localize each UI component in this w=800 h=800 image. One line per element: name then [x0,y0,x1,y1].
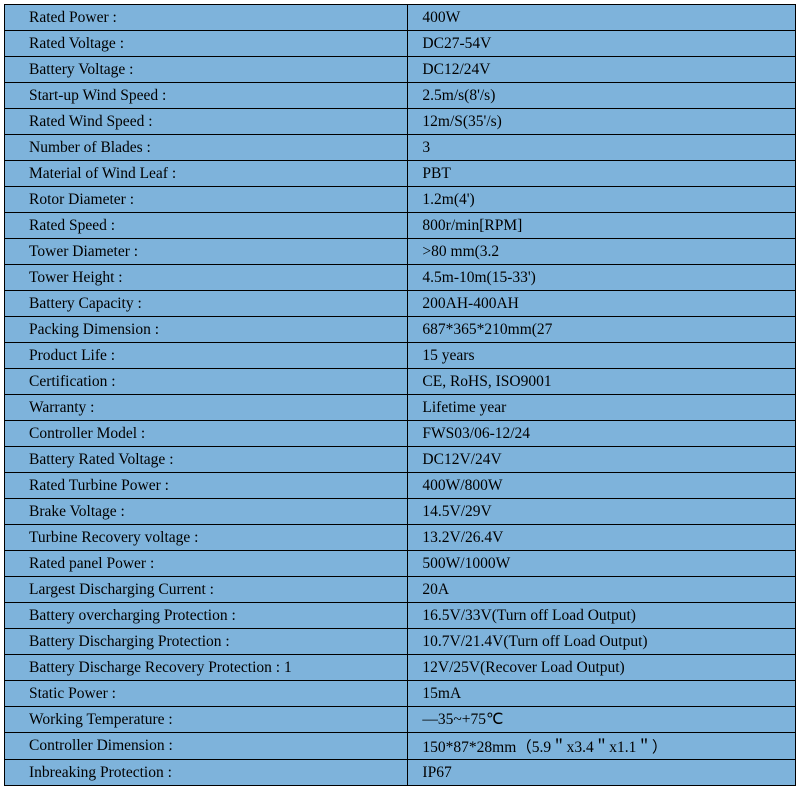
spec-label: Rated Voltage : [5,31,408,57]
table-row: Product Life :15 years [5,343,796,369]
spec-label: Number of Blades : [5,135,408,161]
table-row: Rated Power :400W [5,5,796,31]
table-row: Working Temperature :—35~+75℃ [5,707,796,733]
table-row: Rated Wind Speed :12m/S(35'/s) [5,109,796,135]
table-row: Battery Voltage :DC12/24V [5,57,796,83]
table-row: Battery Rated Voltage :DC12V/24V [5,447,796,473]
spec-value: FWS03/06-12/24 [408,421,796,447]
spec-label: Packing Dimension : [5,317,408,343]
table-row: Static Power :15mA [5,681,796,707]
table-row: Material of Wind Leaf : PBT [5,161,796,187]
table-row: Start-up Wind Speed :2.5m/s(8'/s) [5,83,796,109]
spec-value: DC12/24V [408,57,796,83]
table-row: Controller Dimension : 150*87*28mm（5.9＂x… [5,733,796,760]
spec-value: 10.7V/21.4V(Turn off Load Output) [408,629,796,655]
spec-label: Largest Discharging Current : [5,577,408,603]
spec-label: Rotor Diameter : [5,187,408,213]
table-row: Rated panel Power :500W/1000W [5,551,796,577]
spec-label: Battery Voltage : [5,57,408,83]
spec-value: 200AH-400AH [408,291,796,317]
spec-value: 13.2V/26.4V [408,525,796,551]
table-row: Rated Turbine Power :400W/800W [5,473,796,499]
table-row: Brake Voltage :14.5V/29V [5,499,796,525]
spec-label: Rated Turbine Power : [5,473,408,499]
table-row: Battery Discharge Recovery Protection : … [5,655,796,681]
spec-label: Battery Capacity : [5,291,408,317]
spec-label: Material of Wind Leaf : [5,161,408,187]
spec-value: 2.5m/s(8'/s) [408,83,796,109]
spec-label: Turbine Recovery voltage : [5,525,408,551]
table-row: Inbreaking Protection :IP67 [5,760,796,786]
table-row: Warranty :Lifetime year [5,395,796,421]
spec-value: DC12V/24V [408,447,796,473]
spec-label: Product Life : [5,343,408,369]
spec-label: Battery Discharge Recovery Protection : … [5,655,408,681]
spec-value: 15mA [408,681,796,707]
spec-value: Lifetime year [408,395,796,421]
spec-label: Static Power : [5,681,408,707]
spec-table: Rated Power :400WRated Voltage :DC27-54V… [4,4,796,786]
spec-label: Controller Dimension : [5,733,408,760]
spec-label: Tower Diameter : [5,239,408,265]
spec-table-container: Rated Power :400WRated Voltage :DC27-54V… [4,4,796,786]
spec-value: 12m/S(35'/s) [408,109,796,135]
table-row: Certification :CE, RoHS, ISO9001 [5,369,796,395]
table-row: Battery Discharging Protection : 10.7V/2… [5,629,796,655]
spec-value: IP67 [408,760,796,786]
spec-label: Rated Wind Speed : [5,109,408,135]
table-row: Battery Capacity : 200AH-400AH [5,291,796,317]
spec-label: Rated Speed : [5,213,408,239]
spec-table-body: Rated Power :400WRated Voltage :DC27-54V… [5,5,796,786]
spec-value: 400W [408,5,796,31]
spec-value: 20A [408,577,796,603]
table-row: Battery overcharging Protection :16.5V/3… [5,603,796,629]
table-row: Largest Discharging Current :20A [5,577,796,603]
spec-value: CE, RoHS, ISO9001 [408,369,796,395]
spec-value: 4.5m-10m(15-33') [408,265,796,291]
spec-label: Battery Rated Voltage : [5,447,408,473]
table-row: Tower Diameter : >80 mm(3.2 [5,239,796,265]
spec-value: 150*87*28mm（5.9＂x3.4＂x1.1＂） [408,733,796,760]
spec-value: 1.2m(4') [408,187,796,213]
spec-label: Warranty : [5,395,408,421]
table-row: Number of Blades :3 [5,135,796,161]
spec-value: —35~+75℃ [408,707,796,733]
spec-value: 3 [408,135,796,161]
spec-value: DC27-54V [408,31,796,57]
table-row: Rated Speed :800r/min[RPM] [5,213,796,239]
spec-value: 800r/min[RPM] [408,213,796,239]
spec-label: Rated Power : [5,5,408,31]
spec-label: Working Temperature : [5,707,408,733]
spec-value: 400W/800W [408,473,796,499]
spec-label: Rated panel Power : [5,551,408,577]
spec-value: 16.5V/33V(Turn off Load Output) [408,603,796,629]
spec-value: >80 mm(3.2 [408,239,796,265]
table-row: Rated Voltage :DC27-54V [5,31,796,57]
spec-label: Start-up Wind Speed : [5,83,408,109]
spec-label: Certification : [5,369,408,395]
spec-value: 687*365*210mm(27 [408,317,796,343]
spec-value: 500W/1000W [408,551,796,577]
table-row: Tower Height :4.5m-10m(15-33') [5,265,796,291]
spec-label: Controller Model : [5,421,408,447]
spec-value: 14.5V/29V [408,499,796,525]
spec-label: Inbreaking Protection : [5,760,408,786]
table-row: Turbine Recovery voltage :13.2V/26.4V [5,525,796,551]
spec-value: PBT [408,161,796,187]
table-row: Rotor Diameter :1.2m(4') [5,187,796,213]
table-row: Packing Dimension :687*365*210mm(27 [5,317,796,343]
spec-value: 12V/25V(Recover Load Output) [408,655,796,681]
spec-label: Tower Height : [5,265,408,291]
spec-value: 15 years [408,343,796,369]
spec-label: Battery overcharging Protection : [5,603,408,629]
spec-label: Battery Discharging Protection : [5,629,408,655]
spec-label: Brake Voltage : [5,499,408,525]
table-row: Controller Model :FWS03/06-12/24 [5,421,796,447]
